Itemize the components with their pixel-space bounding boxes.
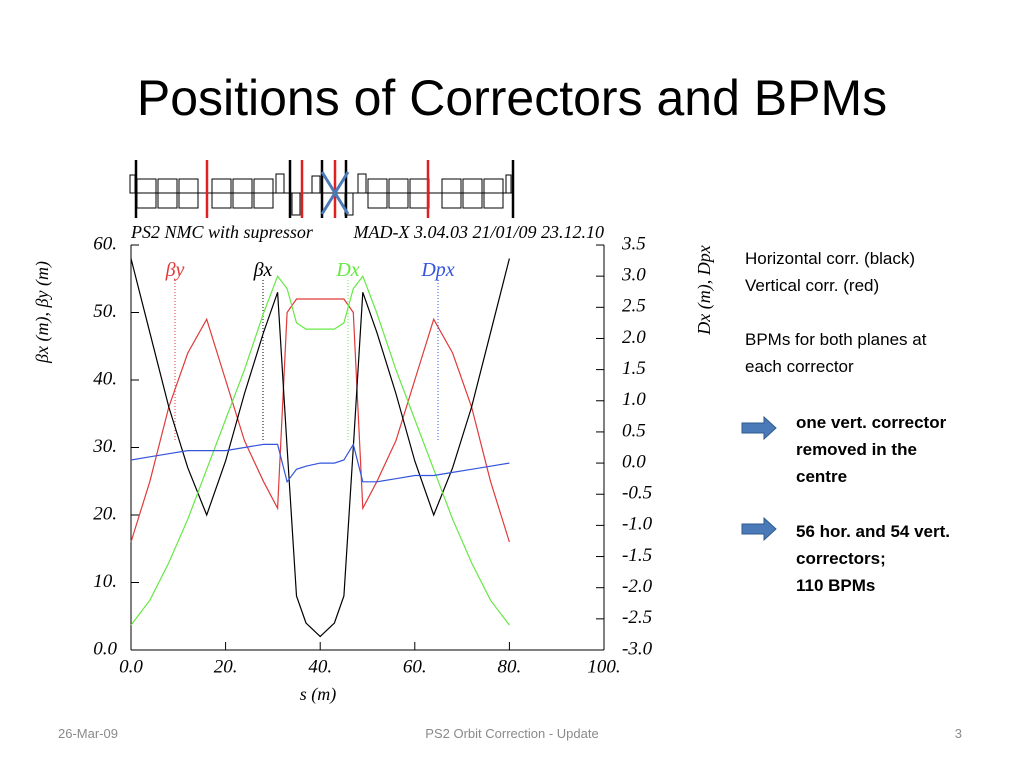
y-tick-label: 40. <box>93 368 117 389</box>
y2-tick-label: 0.5 <box>622 420 646 441</box>
legend-label: βx <box>253 259 273 281</box>
arrow <box>741 415 777 441</box>
y-tick-label: 0.0 <box>93 638 117 659</box>
footer-date: 26-Mar-09 <box>58 726 118 741</box>
note-line: each corrector <box>745 357 854 376</box>
bullet-line: 110 BPMs <box>796 576 875 595</box>
y2-tick-label: -2.5 <box>622 607 652 628</box>
x-tick-label: 80. <box>498 656 522 677</box>
series-line <box>130 298 510 543</box>
y2-tick-label: 3.5 <box>621 233 646 254</box>
y2-tick-label: -3.0 <box>622 638 653 659</box>
legend-label: Dx <box>335 259 359 281</box>
chart-header-left: PS2 NMC with supressor <box>130 222 314 242</box>
x-axis-label: s (m) <box>300 684 337 705</box>
bullet-line: centre <box>796 467 847 486</box>
y2-tick-label: 2.0 <box>622 327 646 348</box>
y-tick-label: 20. <box>93 503 117 524</box>
footer-page: 3 <box>955 726 962 741</box>
y2-tick-label: 0.0 <box>622 451 646 472</box>
legend-label: βy <box>165 259 185 281</box>
series-line <box>130 274 510 626</box>
y2-tick-label: 1.5 <box>622 358 646 379</box>
y2-tick-label: -2.0 <box>622 576 653 597</box>
series-line <box>130 258 510 638</box>
note-line: BPMs for both planes at <box>745 330 927 349</box>
y-tick-label: 30. <box>92 436 117 457</box>
y2-tick-label: 1.0 <box>622 389 646 410</box>
y2-tick-label: 2.5 <box>622 296 646 317</box>
arrow <box>741 516 777 542</box>
y2-tick-label: -0.5 <box>622 483 652 504</box>
x-tick-label: 0.0 <box>119 656 143 677</box>
y2-axis-label: Dx (m), Dpx <box>694 245 715 335</box>
legend-label: Dpx <box>420 259 454 281</box>
y-tick-label: 50. <box>93 301 117 322</box>
note-line: Vertical corr. (red) <box>745 276 879 295</box>
bullet-line: one vert. corrector <box>796 413 947 432</box>
y-tick-label: 60. <box>93 233 117 254</box>
y2-tick-label: -1.5 <box>622 545 652 566</box>
x-tick-label: 100. <box>587 656 620 677</box>
notes: Horizontal corr. (black) Vertical corr. (… <box>745 249 950 595</box>
series-line <box>130 442 510 484</box>
y-tick-label: 10. <box>93 571 117 592</box>
y-axis-label: βx (m), βy (m) <box>32 261 53 364</box>
footer-title: PS2 Orbit Correction - Update <box>425 726 598 741</box>
y2-tick-label: -1.0 <box>622 514 653 535</box>
x-tick-label: 60. <box>403 656 427 677</box>
note-line: Horizontal corr. (black) <box>745 249 915 268</box>
bullet-line: correctors; <box>796 549 886 568</box>
chart-header-right: MAD-X 3.04.03 21/01/09 23.12.10 <box>353 222 604 242</box>
lattice-schematic <box>129 160 515 218</box>
slide-title: Positions of Correctors and BPMs <box>137 70 887 126</box>
bullet-line: removed in the <box>796 440 917 459</box>
bullet-line: 56 hor. and 54 vert. <box>796 522 950 541</box>
x-tick-label: 20. <box>214 656 238 677</box>
y2-tick-label: 3.0 <box>621 265 646 286</box>
x-tick-label: 40. <box>308 656 332 677</box>
